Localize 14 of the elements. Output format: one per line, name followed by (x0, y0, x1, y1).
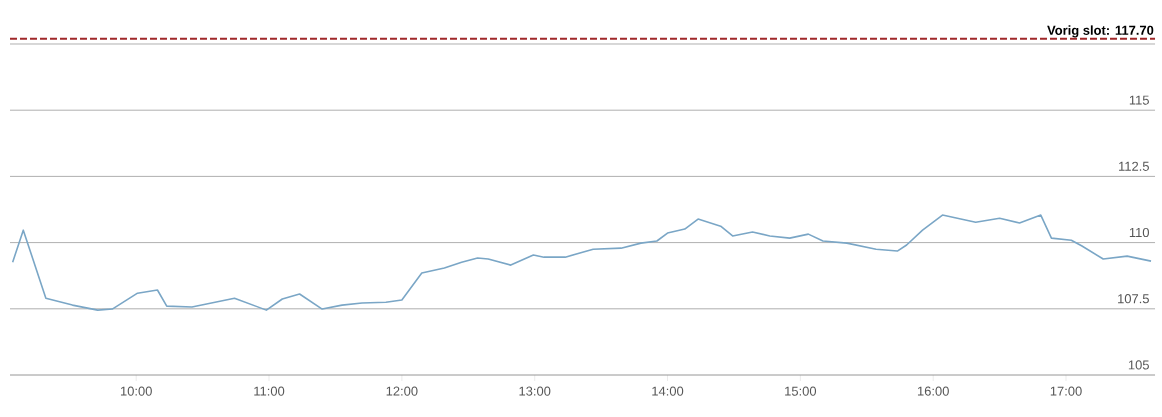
ref-line-label: Vorig slot: 117.70 (1047, 25, 1154, 38)
y-tick-label: 105 (1128, 360, 1149, 370)
y-tick-label: 110 (1129, 227, 1149, 238)
x-tick-label: 16:00 (917, 386, 949, 396)
x-tick-label: 13:00 (519, 386, 551, 396)
x-tick-label: 15:00 (785, 386, 817, 396)
y-tick-label: 107.5 (1118, 294, 1149, 304)
y-tick-label: 115 (1129, 95, 1149, 105)
x-tick-label: 17:00 (1050, 386, 1082, 396)
x-tick-label: 12:00 (386, 386, 418, 396)
x-tick-label: 11:00 (254, 386, 285, 396)
x-tick-label: 14:00 (652, 386, 684, 396)
y-tick-label: 112.5 (1119, 161, 1149, 171)
x-tick-label: 10:00 (120, 386, 152, 396)
